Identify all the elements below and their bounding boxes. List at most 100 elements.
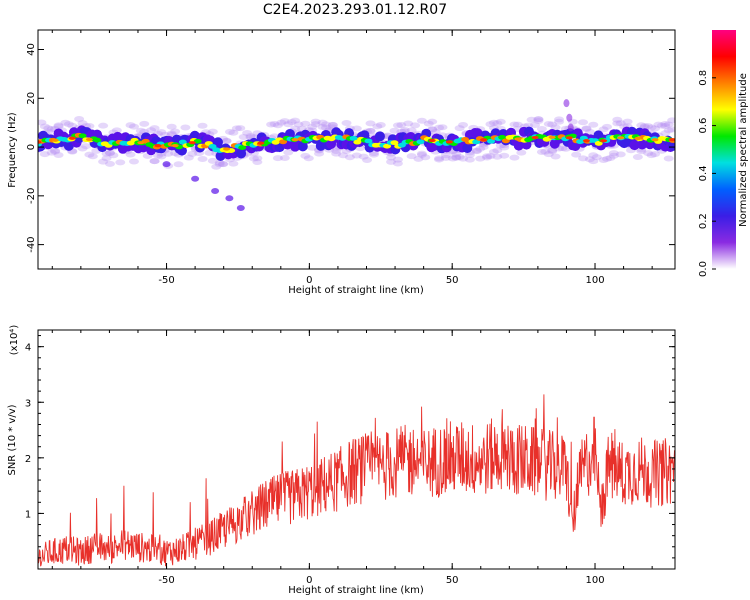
spectral-blob xyxy=(617,136,625,140)
spectral-blob xyxy=(488,119,499,126)
spectral-blob xyxy=(180,124,191,131)
spectral-blob xyxy=(125,122,136,129)
colorbar-ticks: 0.0 0.2 0.4 0.6 0.8 xyxy=(698,70,716,277)
snr-frame xyxy=(37,329,676,570)
spectral-blob xyxy=(526,116,537,123)
spectral-blob xyxy=(392,156,403,163)
colorbar-tick-label: 0.2 xyxy=(698,213,709,229)
spectral-blob xyxy=(358,153,369,160)
spectral-blob xyxy=(482,153,493,160)
spectral-blob xyxy=(612,116,623,123)
spectral-blob xyxy=(207,157,218,164)
spectral-blob xyxy=(269,133,280,140)
spectral-blob xyxy=(637,139,648,150)
spectral-blob xyxy=(458,122,469,129)
y-tick-label: 4 xyxy=(25,343,31,354)
spectral-blob xyxy=(668,138,675,142)
spectral-blob xyxy=(636,148,647,155)
spectral-blob xyxy=(364,138,373,144)
spectral-blob xyxy=(454,153,465,160)
spectral-blob xyxy=(608,152,619,159)
spectral-blob xyxy=(565,136,573,140)
spectral-blob xyxy=(567,123,574,132)
spectral-blob xyxy=(149,158,160,165)
snr-y-ticks: 1 2 3 4 xyxy=(25,335,675,559)
spectral-blob xyxy=(430,128,441,135)
spectral-blob xyxy=(300,120,311,127)
y-tick-label: -20 xyxy=(26,188,37,204)
spectral-blob xyxy=(668,140,675,151)
spectral-blob xyxy=(53,122,64,129)
spectral-blob xyxy=(472,139,481,145)
spectral-blob xyxy=(242,130,253,137)
spectral-blob xyxy=(498,134,507,140)
spectral-blob xyxy=(615,151,626,158)
spectral-blob xyxy=(608,150,619,157)
spectral-blob xyxy=(660,130,671,137)
snr-series-line xyxy=(37,394,675,567)
x-tick-label: 0 xyxy=(306,275,312,286)
spectral-blob xyxy=(530,121,541,128)
spectral-blob xyxy=(651,138,659,142)
spectral-blob xyxy=(434,156,445,163)
spectral-blob xyxy=(238,134,249,141)
spectral-blob xyxy=(581,125,592,132)
spectral-blob xyxy=(399,126,410,133)
spectral-blob xyxy=(252,155,263,162)
spectral-blob xyxy=(214,159,225,166)
spectral-blob xyxy=(368,151,379,158)
spectral-blob xyxy=(392,160,403,167)
spectral-blob xyxy=(77,120,88,127)
spectral-blob xyxy=(212,137,223,148)
spectrogram-x-label: Height of straight line (km) xyxy=(288,285,424,296)
spectral-blob xyxy=(423,120,434,127)
figure-title: C2E4.2023.293.01.12.R07 xyxy=(263,2,447,18)
spectral-blob xyxy=(362,157,373,164)
spectral-blob xyxy=(128,158,139,165)
x-tick-label: 50 xyxy=(446,575,459,586)
spectral-blob xyxy=(554,116,565,123)
spectral-blob xyxy=(80,143,91,150)
spectral-blob xyxy=(279,139,288,145)
spectral-blob xyxy=(392,122,403,129)
spectral-blob xyxy=(547,121,558,128)
spectral-blob xyxy=(485,153,496,160)
spectral-blob xyxy=(221,137,232,144)
spectral-blob xyxy=(600,139,608,143)
spectral-blob xyxy=(338,152,349,159)
spectral-blob xyxy=(501,138,510,144)
spectral-blob xyxy=(204,149,215,156)
spectral-blob xyxy=(245,133,256,140)
x-tick-label: 0 xyxy=(306,575,312,586)
spectral-blob xyxy=(598,126,609,133)
spectral-blob xyxy=(602,155,613,162)
spectral-blob xyxy=(101,155,112,162)
spectral-blob xyxy=(478,144,489,151)
spectral-blob xyxy=(221,138,232,145)
colorbar-tick-label: 0.0 xyxy=(698,261,709,277)
spectral-blob xyxy=(135,127,146,134)
spectral-blob xyxy=(50,148,61,155)
spectral-blob xyxy=(440,154,451,161)
spectral-blob xyxy=(156,129,167,136)
x-tick-label: 100 xyxy=(585,275,604,286)
spectral-blob xyxy=(163,150,174,157)
spectral-blob xyxy=(437,124,448,131)
spectral-blob xyxy=(214,161,225,168)
spectral-blob xyxy=(317,123,328,130)
spectral-blob xyxy=(550,153,561,160)
spectral-blob xyxy=(533,118,544,125)
spectral-blob xyxy=(191,175,200,182)
spectral-blob xyxy=(257,141,265,145)
spectral-blob xyxy=(372,123,383,130)
spectral-blob xyxy=(128,123,139,130)
spectral-blob xyxy=(650,125,661,132)
spectral-blob xyxy=(487,138,496,144)
spectral-blob xyxy=(98,158,109,165)
spectral-blob xyxy=(310,118,321,125)
spectral-blob xyxy=(547,147,558,154)
spectral-blob xyxy=(667,126,675,133)
spectral-blob xyxy=(495,118,506,125)
spectral-blob xyxy=(576,139,585,145)
